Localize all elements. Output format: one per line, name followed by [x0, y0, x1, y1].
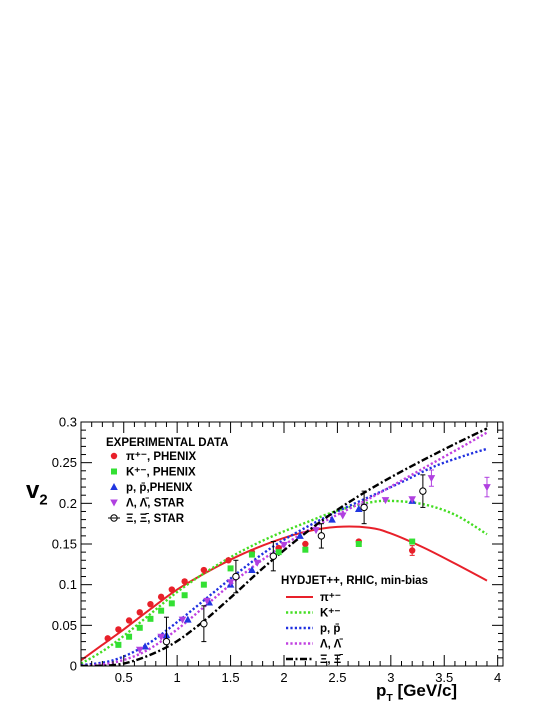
data-point-series-4 [269, 552, 278, 560]
x-tick-label: 4 [494, 670, 501, 685]
model-legend-label: Λ, Λ̄ [320, 639, 343, 651]
data-point-series-0 [125, 617, 133, 624]
data-legend-label: p, p̄,PHENIX [126, 482, 193, 494]
data-legend: EXPERIMENTAL DATA π⁺⁻, PHENIX K⁺⁻, PHENIX p… [106, 437, 228, 525]
data-point-series-1 [168, 600, 175, 607]
x-axis-title: pT [GeV/c] [376, 681, 457, 704]
data-legend-marker [110, 499, 118, 507]
data-point-series-1 [200, 581, 207, 588]
model-legend-title: HYDJET++, RHIC, min-bias [281, 575, 428, 587]
data-point-series-2 [296, 531, 304, 539]
data-point-series-1 [227, 565, 234, 572]
data-point-series-3 [226, 579, 235, 587]
data-legend-label: π⁺⁻, PHENIX [126, 451, 196, 463]
data-point-series-3 [483, 484, 491, 492]
data-point-series-1 [136, 624, 143, 631]
data-point-series-4 [232, 572, 240, 581]
y-tick-label: 0.15 [52, 537, 77, 552]
axis-ticks-layer: 0.5 1 1.5 2 2.5 3 3.5 4 0 0.05 0.1 0.15 0.2 0.25 0.3 [52, 415, 503, 685]
data-point-series-0 [115, 626, 122, 633]
data-point-series-1 [248, 551, 255, 558]
data-point-series-3 [381, 497, 390, 505]
y-tick-label: 0.25 [52, 455, 77, 470]
data-legend-marker [110, 452, 118, 460]
data-point-series-2 [141, 642, 149, 650]
y-tick-label: 0.3 [59, 415, 77, 430]
data-point-series-3 [178, 616, 187, 624]
data-point-series-3 [427, 475, 436, 483]
data-point-series-1 [115, 641, 122, 648]
model-curve-3 [81, 431, 488, 666]
data-point-series-0 [147, 600, 154, 608]
x-tick-label: 2.5 [328, 670, 346, 685]
data-point-series-1 [181, 592, 188, 599]
data-point-series-1 [126, 633, 133, 640]
data-point-series-3 [338, 512, 347, 520]
data-point-series-3 [280, 541, 288, 549]
data-point-series-0 [225, 557, 232, 564]
data-point-series-3 [312, 527, 320, 535]
data-legend-label: K⁺⁻, PHENIX [126, 467, 196, 479]
x-tick-label: 0.5 [115, 670, 133, 685]
model-legend-label: Ξ, Ξ̄ [320, 654, 343, 666]
x-tick-label: 3.5 [435, 670, 453, 685]
model-legend-label: π⁺⁻ [320, 592, 341, 604]
model-curve-2 [81, 447, 488, 666]
data-point-series-3 [135, 646, 144, 654]
x-tick-label: 3 [387, 670, 394, 685]
y-tick-label: 0.2 [59, 496, 77, 511]
x-tick-label: 1.5 [222, 670, 240, 685]
data-point-series-2 [328, 515, 336, 523]
data-point-series-0 [104, 635, 111, 642]
y-axis-title: v2 [26, 477, 48, 509]
data-legend-marker [111, 468, 117, 475]
y-tick-label: 0.05 [52, 618, 77, 633]
data-point-series-4 [317, 532, 326, 540]
data-point-series-3 [157, 633, 165, 641]
data-legend-title: EXPERIMENTAL DATA [106, 437, 228, 449]
data-point-series-1 [409, 538, 416, 545]
data-point-series-4 [419, 487, 427, 495]
data-point-series-3 [203, 597, 211, 605]
data-point-series-1 [275, 549, 282, 556]
data-points-layer [104, 469, 491, 667]
model-legend-label: p, p̄ [320, 623, 340, 635]
data-legend-label: Ξ, Ξ̄, STAR [126, 513, 185, 525]
data-point-series-2 [184, 615, 192, 623]
data-point-series-0 [181, 578, 188, 585]
model-legend-label: K⁺⁻ [320, 608, 340, 620]
data-point-series-1 [158, 607, 165, 614]
y-tick-label: 0.1 [59, 577, 77, 592]
data-point-series-4 [200, 620, 208, 628]
data-point-series-3 [408, 496, 416, 504]
y-tick-label: 0 [70, 659, 77, 674]
data-point-series-4 [162, 637, 171, 646]
data-point-series-3 [253, 559, 262, 567]
data-point-series-0 [136, 609, 143, 616]
data-point-series-1 [355, 541, 362, 547]
data-point-series-0 [302, 540, 309, 548]
data-point-series-2 [248, 566, 256, 574]
x-tick-label: 1 [174, 670, 181, 685]
data-point-series-0 [200, 566, 208, 574]
axis-titles: pT [GeV/c] v2 [26, 477, 457, 704]
data-point-series-1 [302, 546, 309, 553]
data-legend-marker [110, 483, 118, 490]
model-legend: HYDJET++, RHIC, min-bias π⁺⁻ K⁺⁻ p, p̄ Λ, Λ̄… [281, 575, 428, 666]
data-point-series-4 [360, 503, 368, 512]
data-point-series-0 [168, 586, 176, 593]
data-point-series-1 [147, 615, 154, 622]
data-point-series-0 [408, 547, 416, 554]
x-tick-label: 2 [280, 670, 287, 685]
data-point-series-2 [354, 505, 363, 513]
data-legend-label: Λ, Λ̄, STAR [126, 498, 185, 510]
data-point-series-0 [157, 593, 165, 601]
